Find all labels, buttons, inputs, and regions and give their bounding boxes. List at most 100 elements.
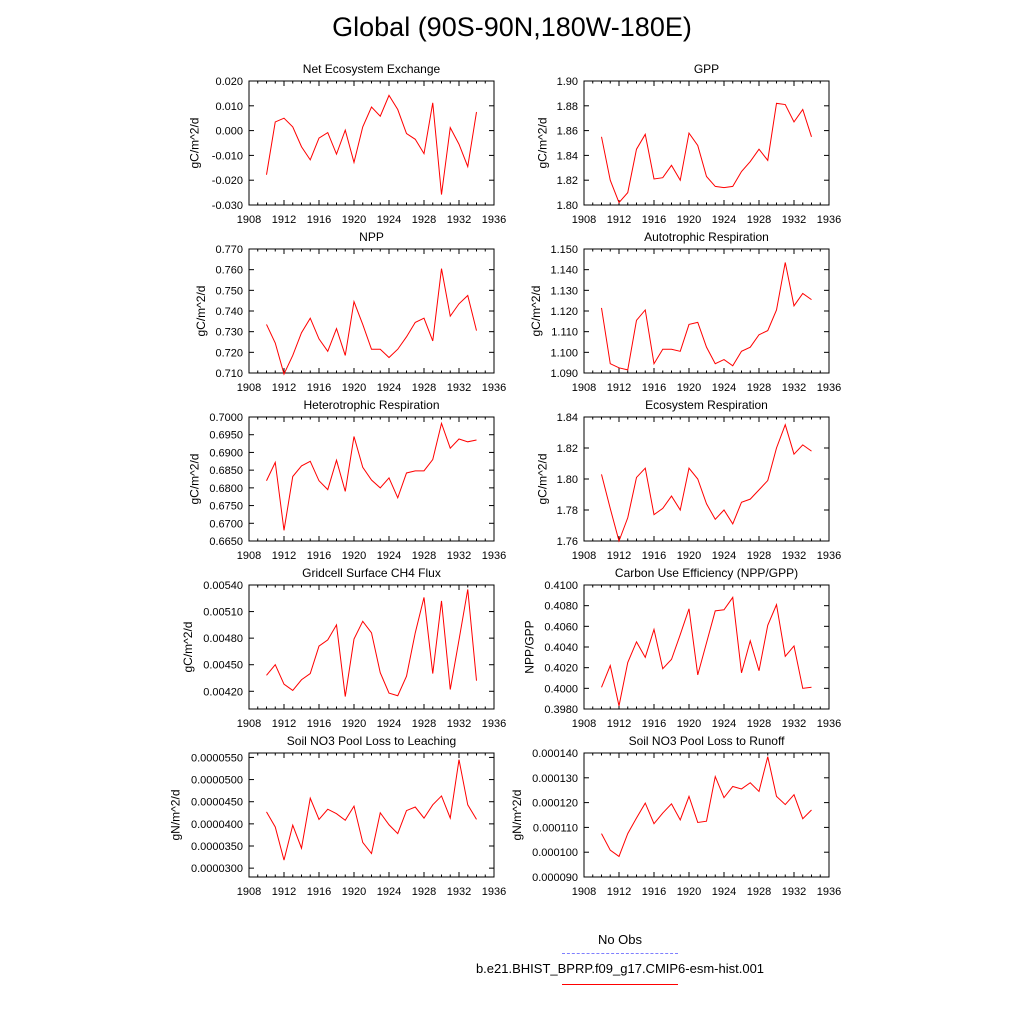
x-tick-label: 1936 bbox=[817, 382, 841, 394]
x-tick-label: 1916 bbox=[642, 382, 666, 394]
x-tick-label: 1936 bbox=[482, 382, 506, 394]
x-tick-label: 1936 bbox=[817, 550, 841, 562]
x-tick-label: 1908 bbox=[237, 886, 261, 898]
y-tick-label: 0.6900 bbox=[209, 447, 243, 459]
y-tick-label: 0.730 bbox=[215, 327, 243, 339]
y-tick-label: 1.090 bbox=[550, 368, 578, 380]
x-tick-label: 1920 bbox=[677, 718, 701, 730]
y-tick-label: 0.0000550 bbox=[191, 752, 243, 764]
y-tick-label: 0.6950 bbox=[209, 430, 243, 442]
y-axis-label: gC/m^2/d bbox=[194, 286, 208, 337]
legend-line-model bbox=[562, 984, 678, 985]
y-tick-label: 0.770 bbox=[215, 244, 243, 256]
x-tick-label: 1912 bbox=[607, 550, 631, 562]
y-tick-label: 0.00540 bbox=[203, 580, 243, 592]
x-tick-label: 1916 bbox=[642, 214, 666, 226]
y-tick-label: 0.6850 bbox=[209, 465, 243, 477]
x-tick-label: 1920 bbox=[342, 550, 366, 562]
y-tick-label: 0.740 bbox=[215, 306, 243, 318]
series-line bbox=[266, 759, 477, 861]
x-tick-label: 1924 bbox=[712, 718, 736, 730]
plot-frame bbox=[583, 416, 830, 542]
chart-panel-1: Net Ecosystem Exchange 1908 1912 1916 1920 19… bbox=[188, 62, 507, 226]
plot-frame bbox=[248, 80, 495, 206]
x-tick-label: 1924 bbox=[377, 718, 401, 730]
series-line bbox=[601, 756, 812, 858]
y-tick-label: 1.86 bbox=[557, 126, 578, 138]
x-tick-label: 1928 bbox=[412, 550, 436, 562]
y-tick-label: 0.710 bbox=[215, 368, 243, 380]
x-tick-label: 1916 bbox=[307, 214, 331, 226]
chart-panel-5: Heterotrophic Respiration 1908 1912 1916 192… bbox=[188, 398, 507, 562]
y-tick-label: 0.00510 bbox=[203, 607, 243, 619]
x-tick-label: 1928 bbox=[747, 214, 771, 226]
y-tick-label: 0.000130 bbox=[532, 773, 578, 785]
x-tick-label: 1932 bbox=[447, 382, 471, 394]
x-tick-label: 1920 bbox=[677, 382, 701, 394]
plot-frame bbox=[248, 248, 495, 374]
series-line bbox=[266, 421, 477, 531]
y-tick-label: 0.4100 bbox=[544, 580, 578, 592]
y-tick-label: 1.84 bbox=[557, 412, 578, 424]
y-tick-label: 0.6800 bbox=[209, 483, 243, 495]
y-axis-label: gC/m^2/d bbox=[188, 454, 202, 505]
y-axis-label: gC/m^2/d bbox=[181, 622, 195, 673]
chart-panel-8: Carbon Use Efficiency (NPP/GPP) 1908 1912 1… bbox=[523, 566, 842, 730]
y-tick-label: 0.000 bbox=[215, 126, 243, 138]
y-tick-label: 0.750 bbox=[215, 285, 243, 297]
x-tick-label: 1936 bbox=[817, 718, 841, 730]
y-tick-label: 0.0000300 bbox=[191, 863, 243, 875]
y-tick-label: 1.80 bbox=[557, 200, 578, 212]
series-line bbox=[601, 262, 812, 371]
series-line bbox=[266, 268, 477, 376]
series-line bbox=[266, 589, 477, 697]
chart-panel-9: Soil NO3 Pool Loss to Leaching 1908 1912 19… bbox=[168, 734, 506, 898]
y-tick-label: 0.0000450 bbox=[191, 797, 243, 809]
x-tick-label: 1924 bbox=[377, 550, 401, 562]
x-tick-label: 1928 bbox=[412, 214, 436, 226]
plot-frame bbox=[583, 584, 830, 710]
y-tick-label: 0.6750 bbox=[209, 501, 243, 513]
y-tick-label: -0.030 bbox=[212, 200, 243, 212]
legend-label-model: b.e21.BHIST_BPRP.f09_g17.CMIP6-esm-hist.… bbox=[475, 961, 765, 976]
x-tick-label: 1916 bbox=[307, 718, 331, 730]
series-line bbox=[601, 596, 812, 707]
y-tick-label: 1.80 bbox=[557, 474, 578, 486]
y-tick-label: 0.4040 bbox=[544, 642, 578, 654]
x-tick-label: 1912 bbox=[272, 382, 296, 394]
y-axis-label: gN/m^2/d bbox=[510, 790, 524, 841]
x-tick-label: 1924 bbox=[712, 550, 736, 562]
x-tick-label: 1936 bbox=[482, 718, 506, 730]
chart-title: Soil NO3 Pool Loss to Leaching bbox=[287, 734, 456, 748]
chart-panel-6: Ecosystem Respiration 1908 1912 1916 1920 192… bbox=[535, 398, 841, 562]
x-tick-label: 1920 bbox=[342, 382, 366, 394]
x-tick-label: 1932 bbox=[447, 214, 471, 226]
x-tick-label: 1908 bbox=[572, 382, 596, 394]
y-tick-label: 0.760 bbox=[215, 265, 243, 277]
y-tick-label: 0.3980 bbox=[544, 704, 578, 716]
y-axis-label: NPP/GPP bbox=[523, 620, 537, 673]
x-tick-label: 1920 bbox=[342, 214, 366, 226]
x-tick-label: 1932 bbox=[782, 886, 806, 898]
x-tick-label: 1916 bbox=[307, 382, 331, 394]
y-tick-label: 0.000110 bbox=[533, 822, 578, 834]
x-tick-label: 1928 bbox=[747, 718, 771, 730]
x-tick-label: 1928 bbox=[412, 382, 436, 394]
x-tick-label: 1932 bbox=[782, 550, 806, 562]
y-tick-label: 0.010 bbox=[215, 101, 243, 113]
y-tick-label: 0.0000400 bbox=[191, 819, 243, 831]
y-axis-label: gC/m^2/d bbox=[529, 286, 543, 337]
y-tick-label: 0.0000350 bbox=[191, 841, 243, 853]
y-tick-label: 1.82 bbox=[557, 175, 578, 187]
x-tick-label: 1920 bbox=[342, 718, 366, 730]
y-tick-label: 1.90 bbox=[557, 76, 578, 88]
y-tick-label: 0.4000 bbox=[544, 683, 578, 695]
x-tick-label: 1912 bbox=[607, 718, 631, 730]
x-tick-label: 1932 bbox=[782, 718, 806, 730]
x-tick-label: 1932 bbox=[782, 382, 806, 394]
y-tick-label: 0.00450 bbox=[203, 660, 243, 672]
series-line bbox=[266, 94, 477, 195]
x-tick-label: 1928 bbox=[412, 886, 436, 898]
x-tick-label: 1908 bbox=[572, 886, 596, 898]
x-tick-label: 1908 bbox=[237, 382, 261, 394]
